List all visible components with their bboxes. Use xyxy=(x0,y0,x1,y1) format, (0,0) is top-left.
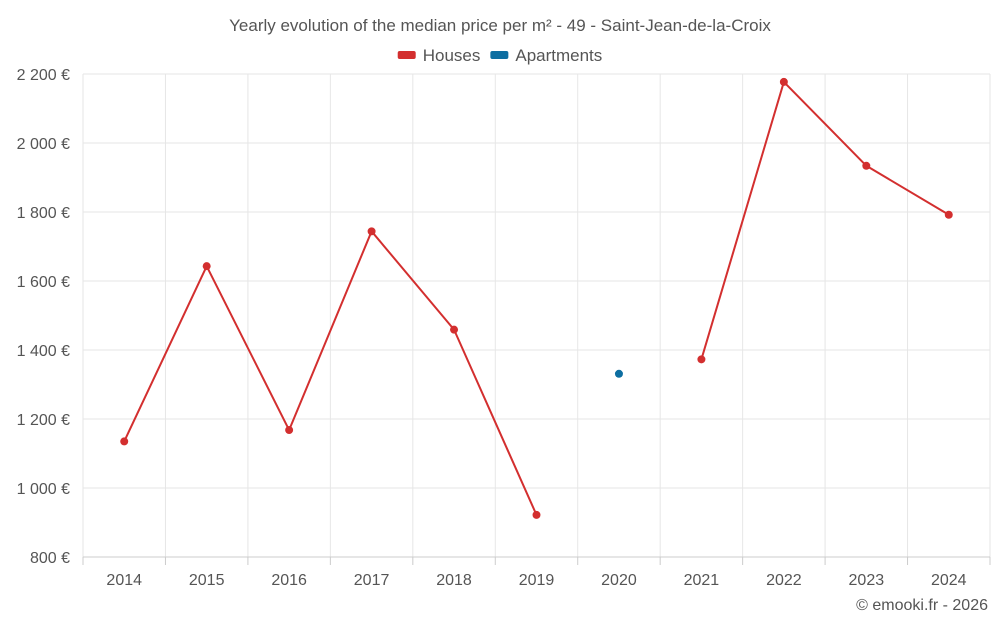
legend-swatch-houses xyxy=(397,51,416,59)
legend-label-apartments: Apartments xyxy=(515,46,602,65)
chart-title: Yearly evolution of the median price per… xyxy=(229,16,771,35)
y-tick-label: 1 800 € xyxy=(17,205,70,222)
y-tick-label: 2 000 € xyxy=(17,136,70,153)
houses-point-2018[interactable] xyxy=(450,325,459,334)
x-tick-label: 2015 xyxy=(189,572,225,589)
apartments-point-2020[interactable] xyxy=(614,369,623,378)
houses-point-2017[interactable] xyxy=(367,227,376,236)
y-tick-label: 800 € xyxy=(30,550,70,567)
houses-point-2019[interactable] xyxy=(532,510,541,519)
houses-point-2015[interactable] xyxy=(202,262,211,271)
legend-label-houses: Houses xyxy=(423,46,481,65)
houses-point-2024[interactable] xyxy=(944,210,953,219)
grid xyxy=(82,73,991,557)
y-tick-label: 2 200 € xyxy=(17,67,70,84)
x-tick-label: 2020 xyxy=(601,572,637,589)
x-tick-label: 2018 xyxy=(436,572,472,589)
legend-item-apartments[interactable]: Apartments xyxy=(490,46,602,65)
x-tick-label: 2024 xyxy=(931,572,967,589)
y-tick-label: 1 600 € xyxy=(17,274,70,291)
y-tick-label: 1 000 € xyxy=(17,481,70,498)
legend: Houses Apartments xyxy=(397,46,602,65)
legend-swatch-apartments xyxy=(490,51,509,59)
x-tick-label: 2017 xyxy=(354,572,390,589)
legend-item-houses[interactable]: Houses xyxy=(397,46,481,65)
y-tick-label: 1 400 € xyxy=(17,343,70,360)
houses-point-2016[interactable] xyxy=(285,426,294,435)
y-axis: 800 € 1 000 € 1 200 € 1 400 € 1 600 € 1 800 €… xyxy=(17,67,70,567)
houses-line xyxy=(123,230,538,516)
x-tick-label: 2023 xyxy=(849,572,885,589)
houses-line xyxy=(700,80,950,360)
y-tick-label: 1 200 € xyxy=(17,412,70,429)
houses-point-2022[interactable] xyxy=(779,77,788,86)
houses-point-2014[interactable] xyxy=(120,437,129,446)
x-axis: 2014 2015 2016 2017 2018 2019 2020 2021 2022 2023… xyxy=(82,556,991,589)
x-tick-label: 2016 xyxy=(271,572,307,589)
x-tick-label: 2019 xyxy=(519,572,555,589)
series-layer xyxy=(120,77,953,519)
x-tick-label: 2022 xyxy=(766,572,802,589)
x-tick-label: 2014 xyxy=(106,572,142,589)
houses-point-2023[interactable] xyxy=(862,161,871,170)
houses-point-2021[interactable] xyxy=(697,355,706,364)
credit-text: © emooki.fr - 2026 xyxy=(856,597,988,614)
x-tick-label: 2021 xyxy=(684,572,720,589)
